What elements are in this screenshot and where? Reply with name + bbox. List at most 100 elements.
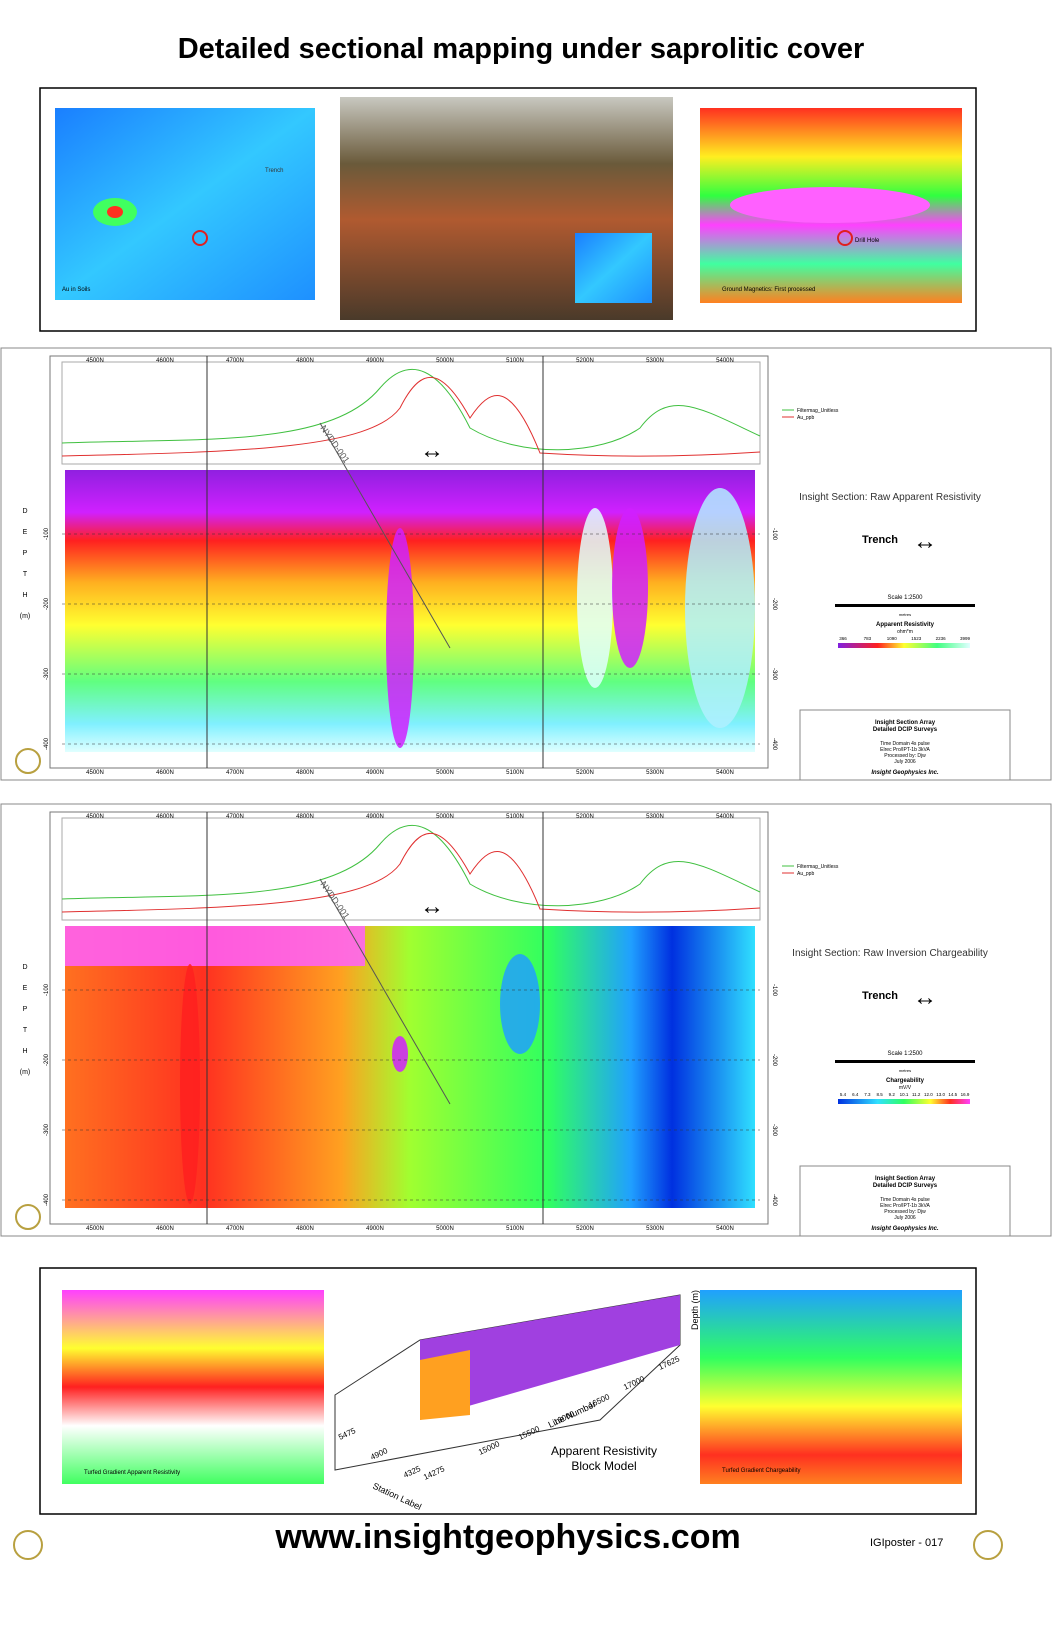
station-label: 5400N: [716, 358, 734, 364]
drill-hole: [192, 230, 208, 246]
title-block-text: Insight Section Array: [875, 1176, 936, 1182]
legend-value: 5.4: [840, 1092, 847, 1097]
title-block-text: Detailed DCIP Surveys: [873, 1183, 938, 1189]
depth-label: -300: [771, 668, 777, 681]
section-image: [65, 926, 755, 1208]
depth-label: -100: [44, 527, 50, 540]
model-tick: 15500: [517, 1424, 541, 1442]
trench-label: Trench: [862, 534, 898, 546]
depth-word: T: [23, 571, 28, 578]
station-label: 4900N: [366, 814, 384, 820]
model-tick: 15000: [477, 1439, 501, 1457]
legend-value: 16.9: [961, 1092, 970, 1097]
plot-frame: [49, 355, 769, 769]
station-label: 5100N: [506, 770, 524, 776]
station-label: 5300N: [646, 770, 664, 776]
scale-label: Scale 1:2500: [887, 1051, 923, 1057]
depth-label: -200: [771, 598, 777, 611]
station-label: 4800N: [296, 814, 314, 820]
station-label: 4900N: [366, 358, 384, 364]
soil-map: [55, 108, 315, 300]
depth-word: P: [23, 1006, 28, 1013]
title-block-text: Processed by: Djw: [884, 1209, 926, 1215]
map-label: Trench: [265, 168, 283, 174]
anomaly: [612, 508, 648, 668]
depth-word: D: [22, 964, 27, 971]
profile-red: [61, 832, 761, 913]
profile-red: [61, 376, 761, 457]
anomaly: [577, 508, 613, 688]
scale-unit: metres: [899, 612, 911, 617]
section: NYDD-001 ↔4500N4500N4600N4600N4700N4700N4…: [0, 803, 1052, 1237]
station-label: 4500N: [86, 770, 104, 776]
color-scale: [838, 643, 970, 648]
anomaly: [500, 954, 540, 1054]
model-tick: 14275: [422, 1464, 446, 1482]
drill-hole: [837, 230, 853, 246]
model-tick: 17625: [657, 1354, 681, 1372]
legend-title: Chargeability: [886, 1078, 925, 1084]
legend-value: 783: [864, 636, 872, 641]
legend-label: Filtermag_Unitless: [797, 864, 839, 870]
station-label: 5200N: [576, 814, 594, 820]
axis-label: Depth (m): [690, 1290, 700, 1330]
section: NYDD-001 ↔4500N4500N4600N4600N4700N4700N4…: [0, 347, 1052, 781]
station-label: 5000N: [436, 770, 454, 776]
model-caption: Block Model: [571, 1459, 636, 1473]
title-block-text: Insight Section Array: [875, 720, 936, 726]
caption: Ground Magnetics: First processed: [722, 287, 815, 293]
hole-trace: [319, 422, 451, 649]
title-block-text: Elrec Pro/IPT-1b 3kVA: [880, 1203, 930, 1209]
title: Detailed sectional mapping under saproli…: [178, 33, 865, 65]
caption: Turfed Gradient Chargeability: [722, 1468, 800, 1474]
legend-value: 10.1: [900, 1092, 909, 1097]
legend-value: 1090: [887, 636, 898, 641]
logo: [973, 1530, 1003, 1560]
block-model: [420, 1295, 680, 1420]
station-label: 4500N: [86, 358, 104, 364]
bottom-frame: [39, 1267, 977, 1515]
anomaly: [180, 964, 200, 1204]
trench-label: Trench: [862, 990, 898, 1002]
station-label: 5300N: [646, 1226, 664, 1232]
caption: Turfed Gradient Apparent Resistivity: [84, 1470, 180, 1476]
turf-chg-map: [700, 1290, 962, 1484]
arrow: ↔: [913, 528, 937, 555]
anomaly: [685, 488, 755, 728]
station-label: 4500N: [86, 1226, 104, 1232]
title-block-text: Detailed DCIP Surveys: [873, 727, 938, 733]
model-caption: Apparent Resistivity: [551, 1444, 657, 1458]
arrow: ↔: [913, 984, 937, 1011]
scale-bar: [835, 1060, 975, 1063]
station-label: 5400N: [716, 770, 734, 776]
depth-label: -300: [771, 1124, 777, 1137]
legend-value: 6.4: [852, 1092, 859, 1097]
title-block-text: Insight Geophysics Inc.: [871, 1226, 939, 1232]
station-label: 5000N: [436, 814, 454, 820]
depth-label: -200: [44, 1053, 50, 1066]
logo: [15, 1204, 41, 1230]
title-block-text: Time Domain 4s pulse: [880, 1197, 930, 1203]
station-label: 4600N: [156, 358, 174, 364]
legend-label: Filtermag_Unitless: [797, 408, 839, 414]
model-tick: 4325: [402, 1464, 422, 1480]
station-label: 5300N: [646, 814, 664, 820]
section-title: Insight Section: Raw Apparent Resistivit…: [799, 492, 981, 503]
station-label: 5200N: [576, 358, 594, 364]
block-model-face: [420, 1350, 470, 1420]
depth-label: -200: [771, 1054, 777, 1067]
station-label: 4600N: [156, 814, 174, 820]
station-label: 4500N: [86, 814, 104, 820]
depth-word: E: [23, 985, 28, 992]
legend-unit: ohm*m: [897, 629, 913, 635]
legend-label: Au_ppb: [797, 415, 814, 421]
hole-trace: [319, 878, 451, 1105]
plot-frame: [49, 811, 769, 1225]
station-label: 5100N: [506, 814, 524, 820]
legend-value: 2236: [936, 636, 947, 641]
station-label: 4700N: [226, 814, 244, 820]
logo: [15, 748, 41, 774]
legend-unit: mV/V: [899, 1085, 912, 1091]
station-label: 4700N: [226, 1226, 244, 1232]
depth-label: -100: [771, 528, 777, 541]
